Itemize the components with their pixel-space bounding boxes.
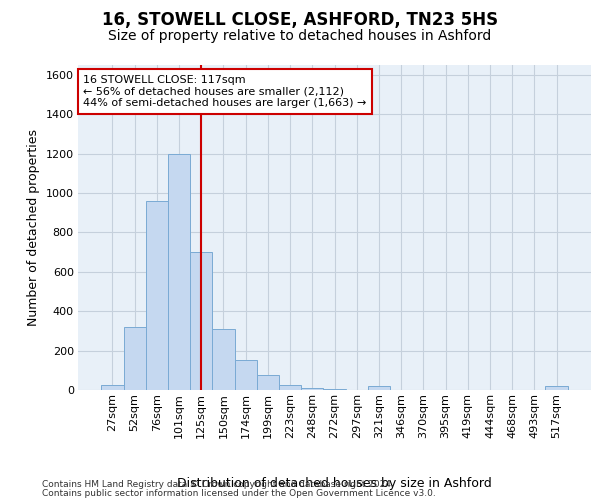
Text: Contains public sector information licensed under the Open Government Licence v3: Contains public sector information licen… xyxy=(42,489,436,498)
X-axis label: Distribution of detached houses by size in Ashford: Distribution of detached houses by size … xyxy=(177,477,492,490)
Bar xyxy=(279,385,301,390)
Text: 16, STOWELL CLOSE, ASHFORD, TN23 5HS: 16, STOWELL CLOSE, ASHFORD, TN23 5HS xyxy=(102,11,498,29)
Bar xyxy=(101,385,124,390)
Text: Contains HM Land Registry data © Crown copyright and database right 2024.: Contains HM Land Registry data © Crown c… xyxy=(42,480,394,489)
Bar xyxy=(301,388,323,390)
Bar xyxy=(235,360,257,390)
Bar xyxy=(368,386,390,390)
Bar xyxy=(257,375,279,390)
Bar xyxy=(545,386,568,390)
Text: Size of property relative to detached houses in Ashford: Size of property relative to detached ho… xyxy=(109,29,491,43)
Bar xyxy=(124,327,146,390)
Bar xyxy=(168,154,190,390)
Y-axis label: Number of detached properties: Number of detached properties xyxy=(27,129,40,326)
Bar xyxy=(146,201,168,390)
Bar xyxy=(190,252,212,390)
Bar xyxy=(212,329,235,390)
Text: 16 STOWELL CLOSE: 117sqm
← 56% of detached houses are smaller (2,112)
44% of sem: 16 STOWELL CLOSE: 117sqm ← 56% of detach… xyxy=(83,74,367,108)
